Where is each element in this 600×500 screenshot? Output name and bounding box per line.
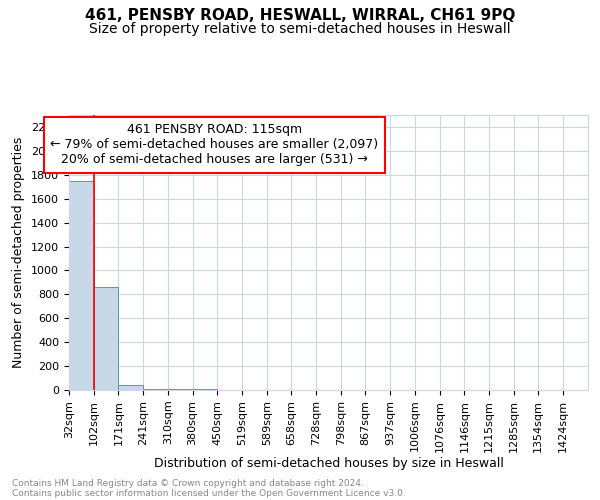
Bar — [143, 388, 167, 390]
Bar — [69, 181, 94, 390]
Text: 461, PENSBY ROAD, HESWALL, WIRRAL, CH61 9PQ: 461, PENSBY ROAD, HESWALL, WIRRAL, CH61 … — [85, 8, 515, 22]
Bar — [94, 287, 118, 390]
Y-axis label: Number of semi-detached properties: Number of semi-detached properties — [13, 137, 25, 368]
X-axis label: Distribution of semi-detached houses by size in Heswall: Distribution of semi-detached houses by … — [154, 458, 503, 470]
Text: Contains HM Land Registry data © Crown copyright and database right 2024.: Contains HM Land Registry data © Crown c… — [12, 478, 364, 488]
Bar — [118, 384, 143, 390]
Bar — [167, 389, 193, 390]
Text: Size of property relative to semi-detached houses in Heswall: Size of property relative to semi-detach… — [89, 22, 511, 36]
Text: 461 PENSBY ROAD: 115sqm
← 79% of semi-detached houses are smaller (2,097)
20% of: 461 PENSBY ROAD: 115sqm ← 79% of semi-de… — [50, 123, 379, 166]
Text: Contains public sector information licensed under the Open Government Licence v3: Contains public sector information licen… — [12, 488, 406, 498]
